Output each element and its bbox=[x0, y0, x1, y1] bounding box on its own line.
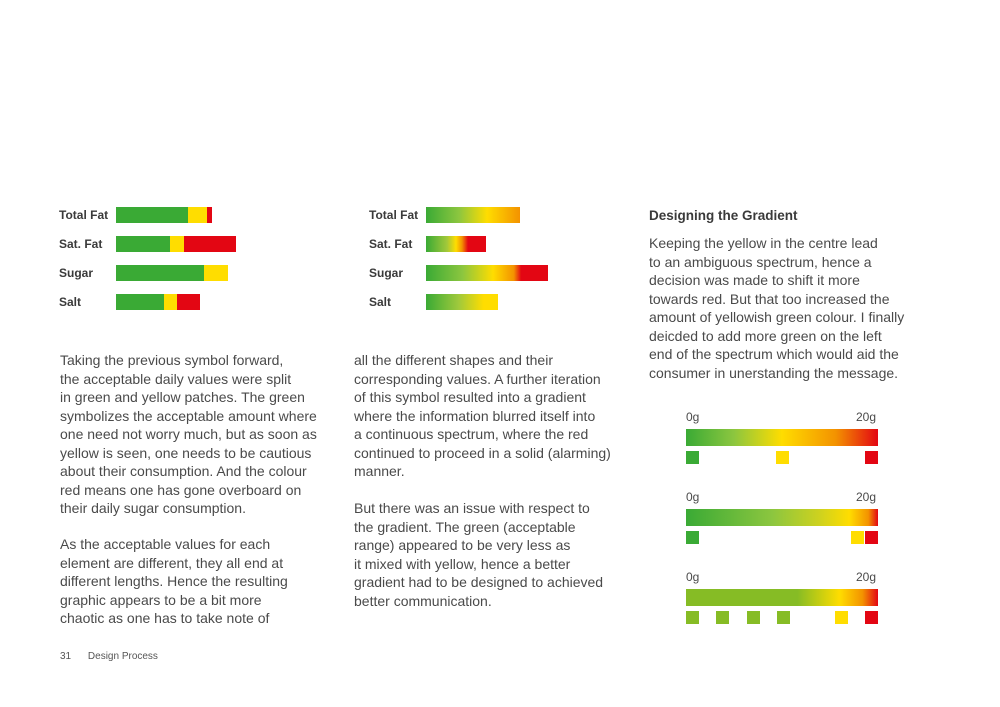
gradient-row: Total Fat bbox=[369, 207, 669, 223]
scale-max-label: 20g bbox=[856, 570, 877, 584]
bar-segment bbox=[116, 236, 170, 252]
bar-segment bbox=[116, 265, 204, 281]
segmented-row: Sugar bbox=[59, 265, 359, 281]
bar-segment bbox=[177, 294, 200, 310]
scale-min-label: 0g bbox=[686, 410, 700, 424]
gradient-bar bbox=[426, 294, 498, 310]
nutrient-label: Salt bbox=[59, 295, 82, 309]
scale-marker bbox=[850, 531, 864, 544]
segmented-nutrition-chart: Total Fat Sat. Fat Sugar Salt bbox=[59, 207, 319, 317]
gradient-spectrum bbox=[686, 429, 878, 446]
scale-marker bbox=[865, 531, 878, 544]
left-paragraph-1: Taking the previous symbol forward, the … bbox=[60, 352, 317, 516]
right-paragraph: Keeping the yellow in the centre lead to… bbox=[649, 235, 905, 381]
scale-max-label: 20g bbox=[856, 410, 877, 424]
page-footer: 31 Design Process bbox=[60, 651, 172, 662]
scale-min-label: 0g bbox=[686, 490, 700, 504]
scale-marker bbox=[686, 451, 699, 464]
scale-marker bbox=[834, 611, 848, 624]
gradient-row: Salt bbox=[369, 294, 669, 310]
nutrient-label: Sat. Fat bbox=[59, 237, 103, 251]
segmented-row: Total Fat bbox=[59, 207, 359, 223]
scale-marker bbox=[686, 611, 699, 624]
segmented-row: Salt bbox=[59, 294, 359, 310]
gradient-bar bbox=[426, 265, 548, 281]
middle-paragraph-2: But there was an issue with respect to t… bbox=[354, 500, 604, 609]
gradient-spectrum bbox=[686, 589, 878, 606]
scale-marker bbox=[865, 451, 878, 464]
section-heading: Designing the Gradient bbox=[649, 208, 798, 223]
scale-marker bbox=[777, 611, 791, 624]
scale-max-label: 20g bbox=[856, 490, 877, 504]
scale-marker bbox=[686, 531, 699, 544]
bar-segment bbox=[204, 265, 228, 281]
nutrient-label: Total Fat bbox=[59, 208, 109, 222]
segmented-bar bbox=[116, 207, 212, 223]
left-paragraph-2: As the acceptable values for each elemen… bbox=[60, 536, 288, 626]
segmented-row: Sat. Fat bbox=[59, 236, 359, 252]
segmented-bar bbox=[116, 236, 236, 252]
scale-marker bbox=[865, 611, 878, 624]
gradient-spectrum bbox=[686, 509, 878, 526]
bar-segment bbox=[170, 236, 184, 252]
scale-marker bbox=[775, 451, 789, 464]
nutrient-label: Sat. Fat bbox=[369, 237, 413, 251]
bar-segment bbox=[164, 294, 177, 310]
segmented-bar bbox=[116, 294, 200, 310]
section-name: Design Process bbox=[87, 651, 158, 662]
bar-segment bbox=[116, 294, 164, 310]
gradient-row: Sugar bbox=[369, 265, 669, 281]
bar-segment bbox=[116, 207, 188, 223]
gradient-bar bbox=[426, 207, 520, 223]
gradient-row: Sat. Fat bbox=[369, 236, 669, 252]
nutrient-label: Sugar bbox=[369, 266, 404, 280]
gradient-bar bbox=[426, 236, 486, 252]
page-number: 31 bbox=[60, 651, 72, 662]
nutrient-label: Total Fat bbox=[369, 208, 419, 222]
scale-marker bbox=[746, 611, 760, 624]
nutrient-label: Salt bbox=[369, 295, 392, 309]
bar-segment bbox=[188, 207, 207, 223]
scale-min-label: 0g bbox=[686, 570, 700, 584]
bar-segment bbox=[184, 236, 236, 252]
scale-marker bbox=[716, 611, 730, 624]
segmented-bar bbox=[116, 265, 228, 281]
bar-segment bbox=[207, 207, 212, 223]
middle-paragraph-1: all the different shapes and their corre… bbox=[354, 352, 611, 479]
nutrient-label: Sugar bbox=[59, 266, 94, 280]
gradient-nutrition-chart: Total Fat Sat. Fat Sugar Salt bbox=[369, 207, 629, 317]
